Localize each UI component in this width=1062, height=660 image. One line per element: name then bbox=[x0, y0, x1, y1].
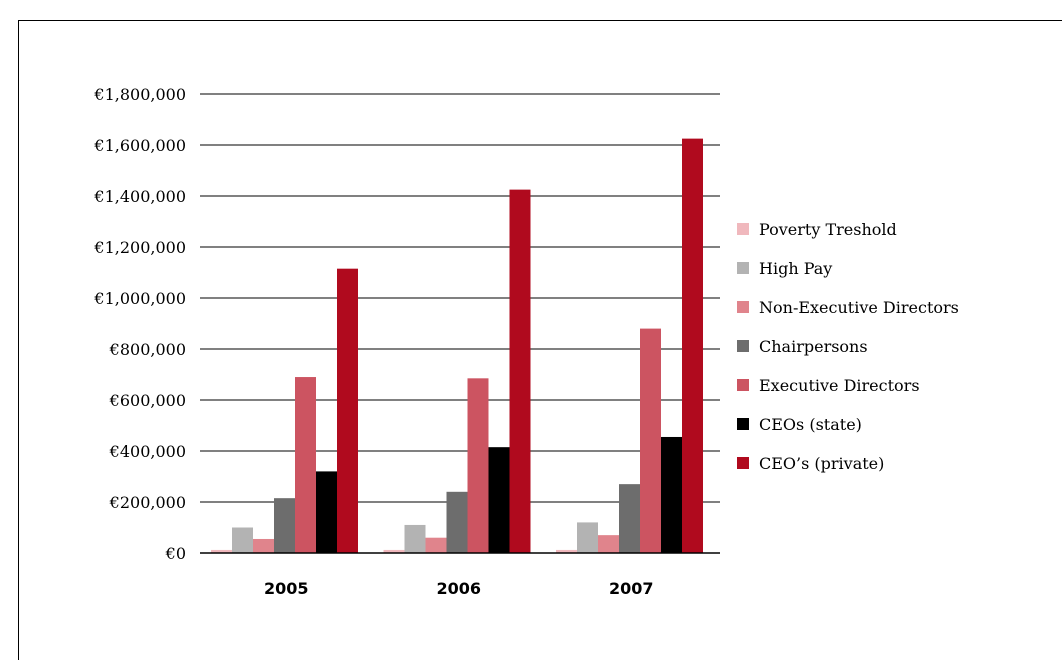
legend-item: Poverty Treshold bbox=[737, 220, 897, 239]
bar bbox=[510, 190, 531, 553]
bar bbox=[426, 538, 447, 553]
legend-swatch bbox=[737, 262, 749, 274]
bar bbox=[316, 471, 337, 553]
bars bbox=[211, 139, 703, 553]
legend-item: Chairpersons bbox=[737, 337, 868, 356]
legend-item: CEO’s (private) bbox=[737, 454, 884, 473]
bar bbox=[447, 492, 468, 553]
bar bbox=[405, 525, 426, 553]
legend-label: Executive Directors bbox=[759, 376, 920, 395]
y-tick-label: €800,000 bbox=[109, 340, 186, 359]
legend-item: CEOs (state) bbox=[737, 415, 862, 434]
legend-label: Poverty Treshold bbox=[759, 220, 897, 239]
legend: Poverty Treshold High Pay Non-Executive Di… bbox=[737, 220, 959, 473]
bar bbox=[577, 522, 598, 553]
legend-label: High Pay bbox=[759, 259, 832, 278]
bar bbox=[274, 498, 295, 553]
y-tick-label: €200,000 bbox=[109, 493, 186, 512]
bar bbox=[661, 437, 682, 553]
legend-label: Non-Executive Directors bbox=[759, 298, 959, 317]
y-tick-label: €400,000 bbox=[109, 442, 186, 461]
legend-item: Non-Executive Directors bbox=[737, 298, 959, 317]
x-axis-category-labels: 2005 2006 2007 bbox=[264, 579, 654, 598]
bar bbox=[619, 484, 640, 553]
x-tick-label: 2007 bbox=[609, 579, 654, 598]
legend-item: High Pay bbox=[737, 259, 832, 278]
y-tick-label: €1,000,000 bbox=[93, 289, 186, 308]
x-tick-label: 2005 bbox=[264, 579, 309, 598]
legend-label: Chairpersons bbox=[759, 337, 868, 356]
bar bbox=[295, 377, 316, 553]
bar bbox=[489, 447, 510, 553]
x-tick-label: 2006 bbox=[436, 579, 481, 598]
bar bbox=[598, 535, 619, 553]
legend-swatch bbox=[737, 379, 749, 391]
legend-label: CEOs (state) bbox=[759, 415, 862, 434]
y-axis-tick-labels: €0 €200,000 €400,000 €600,000 €800,000 €1,000… bbox=[93, 85, 186, 563]
y-tick-label: €1,400,000 bbox=[93, 187, 186, 206]
legend-swatch bbox=[737, 457, 749, 469]
bar bbox=[640, 329, 661, 553]
legend-item: Executive Directors bbox=[737, 376, 920, 395]
legend-swatch bbox=[737, 223, 749, 235]
y-tick-label: €600,000 bbox=[109, 391, 186, 410]
y-tick-label: €1,200,000 bbox=[93, 238, 186, 257]
y-tick-label: €1,600,000 bbox=[93, 136, 186, 155]
legend-swatch bbox=[737, 301, 749, 313]
y-tick-label: €0 bbox=[165, 544, 186, 563]
bar bbox=[337, 269, 358, 553]
bar bbox=[682, 139, 703, 553]
y-tick-label: €1,800,000 bbox=[93, 85, 186, 104]
legend-swatch bbox=[737, 340, 749, 352]
bar bbox=[253, 539, 274, 553]
bar bbox=[232, 528, 253, 554]
legend-label: CEO’s (private) bbox=[759, 454, 884, 473]
legend-swatch bbox=[737, 418, 749, 430]
bar bbox=[468, 378, 489, 553]
